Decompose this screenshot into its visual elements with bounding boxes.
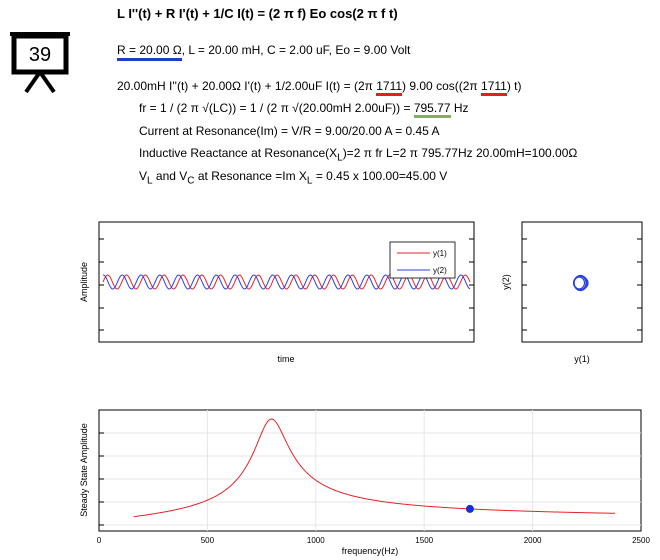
legend-y1-label: y(1) — [433, 249, 447, 258]
x-axis-label: frequency(Hz) — [342, 546, 399, 556]
other-parameters: , L = 20.00 mH, C = 2.00 uF, Eo = 9.00 V… — [181, 43, 411, 57]
y-axis-label: Amplitude — [79, 262, 89, 302]
xl-part: )=2 π fr L=2 π 795.77Hz 20.00mH=100.00Ω — [342, 146, 578, 160]
eq-part: ) 9.00 cos((2π — [402, 79, 482, 93]
x-tick-label: 1500 — [415, 536, 433, 545]
vl-subscript: L — [147, 175, 153, 187]
frequency-response-plot: 0 500 1000 1500 2000 2500 frequency(Hz) Stead… — [79, 409, 650, 556]
phase-orbit — [573, 274, 588, 292]
resonant-frequency-value: 795.77 — [413, 101, 451, 118]
y-axis-label: y(2) — [501, 274, 511, 290]
resistance-value: R = 20.00 Ω — [117, 43, 182, 61]
phase-plot: y(1) y(2) — [501, 221, 643, 364]
x-tick-label: 1000 — [307, 536, 325, 545]
eq-part: 20.00mH I''(t) + 20.00Ω I'(t) + 1/2.00uF… — [117, 79, 377, 93]
vl-subscript: C — [187, 175, 195, 187]
differential-equation-title: L I''(t) + R I'(t) + 1/C I(t) = (2 π f) … — [117, 6, 398, 21]
current-at-resonance-line: Current at Resonance(Im) = V/R = 9.00/20… — [139, 124, 440, 138]
x-tick-label: 2500 — [632, 536, 650, 545]
x-tick-label: 500 — [201, 536, 215, 545]
vl-part: and V — [152, 169, 188, 183]
y-axis-label: Steady State Amplitude — [79, 423, 89, 517]
vl-part: V — [139, 169, 148, 183]
current-frequency-marker — [465, 504, 474, 513]
x-axis-label: time — [277, 354, 294, 364]
lesson-board-icon: 39 — [10, 32, 70, 94]
driving-frequency: 1711 — [376, 79, 403, 96]
eq-part: ) t) — [506, 79, 522, 93]
vl-part: = 0.45 x 100.00=45.00 V — [312, 169, 448, 183]
voltage-at-resonance-line: VL and VC at Resonance =Im XL = 0.45 x 1… — [139, 169, 447, 186]
fr-unit: Hz — [450, 101, 469, 115]
lesson-number: 39 — [29, 44, 51, 66]
xl-part: Inductive Reactance at Resonance(X — [139, 146, 338, 160]
substituted-equation: 20.00mH I''(t) + 20.00Ω I'(t) + 1/2.00uF… — [117, 79, 522, 96]
circuit-parameters: R = 20.00 Ω, L = 20.00 mH, C = 2.00 uF, … — [117, 43, 411, 61]
time-plot: y(1) y(2) time Amplitude — [79, 221, 475, 364]
amplitude-curve — [133, 418, 615, 518]
x-tick-label: 0 — [97, 536, 102, 545]
driving-frequency: 1711 — [481, 79, 507, 96]
fr-formula: fr = 1 / (2 π √(LC)) = 1 / (2 π √(20.00m… — [139, 101, 414, 115]
inductive-reactance-line: Inductive Reactance at Resonance(XL)=2 π… — [139, 146, 577, 163]
series-y2-line — [102, 274, 471, 290]
legend-y2-label: y(2) — [433, 266, 447, 275]
vl-part: at Resonance =Im X — [194, 169, 307, 183]
legend: y(1) y(2) — [389, 241, 456, 279]
x-tick-label: 2000 — [524, 536, 542, 545]
vl-subscript: L — [306, 175, 313, 187]
x-axis-label: y(1) — [574, 354, 590, 364]
phase-ellipse — [572, 274, 589, 292]
xl-subscript: L — [337, 152, 343, 164]
resonant-frequency-line: fr = 1 / (2 π √(LC)) = 1 / (2 π √(20.00m… — [139, 101, 469, 118]
